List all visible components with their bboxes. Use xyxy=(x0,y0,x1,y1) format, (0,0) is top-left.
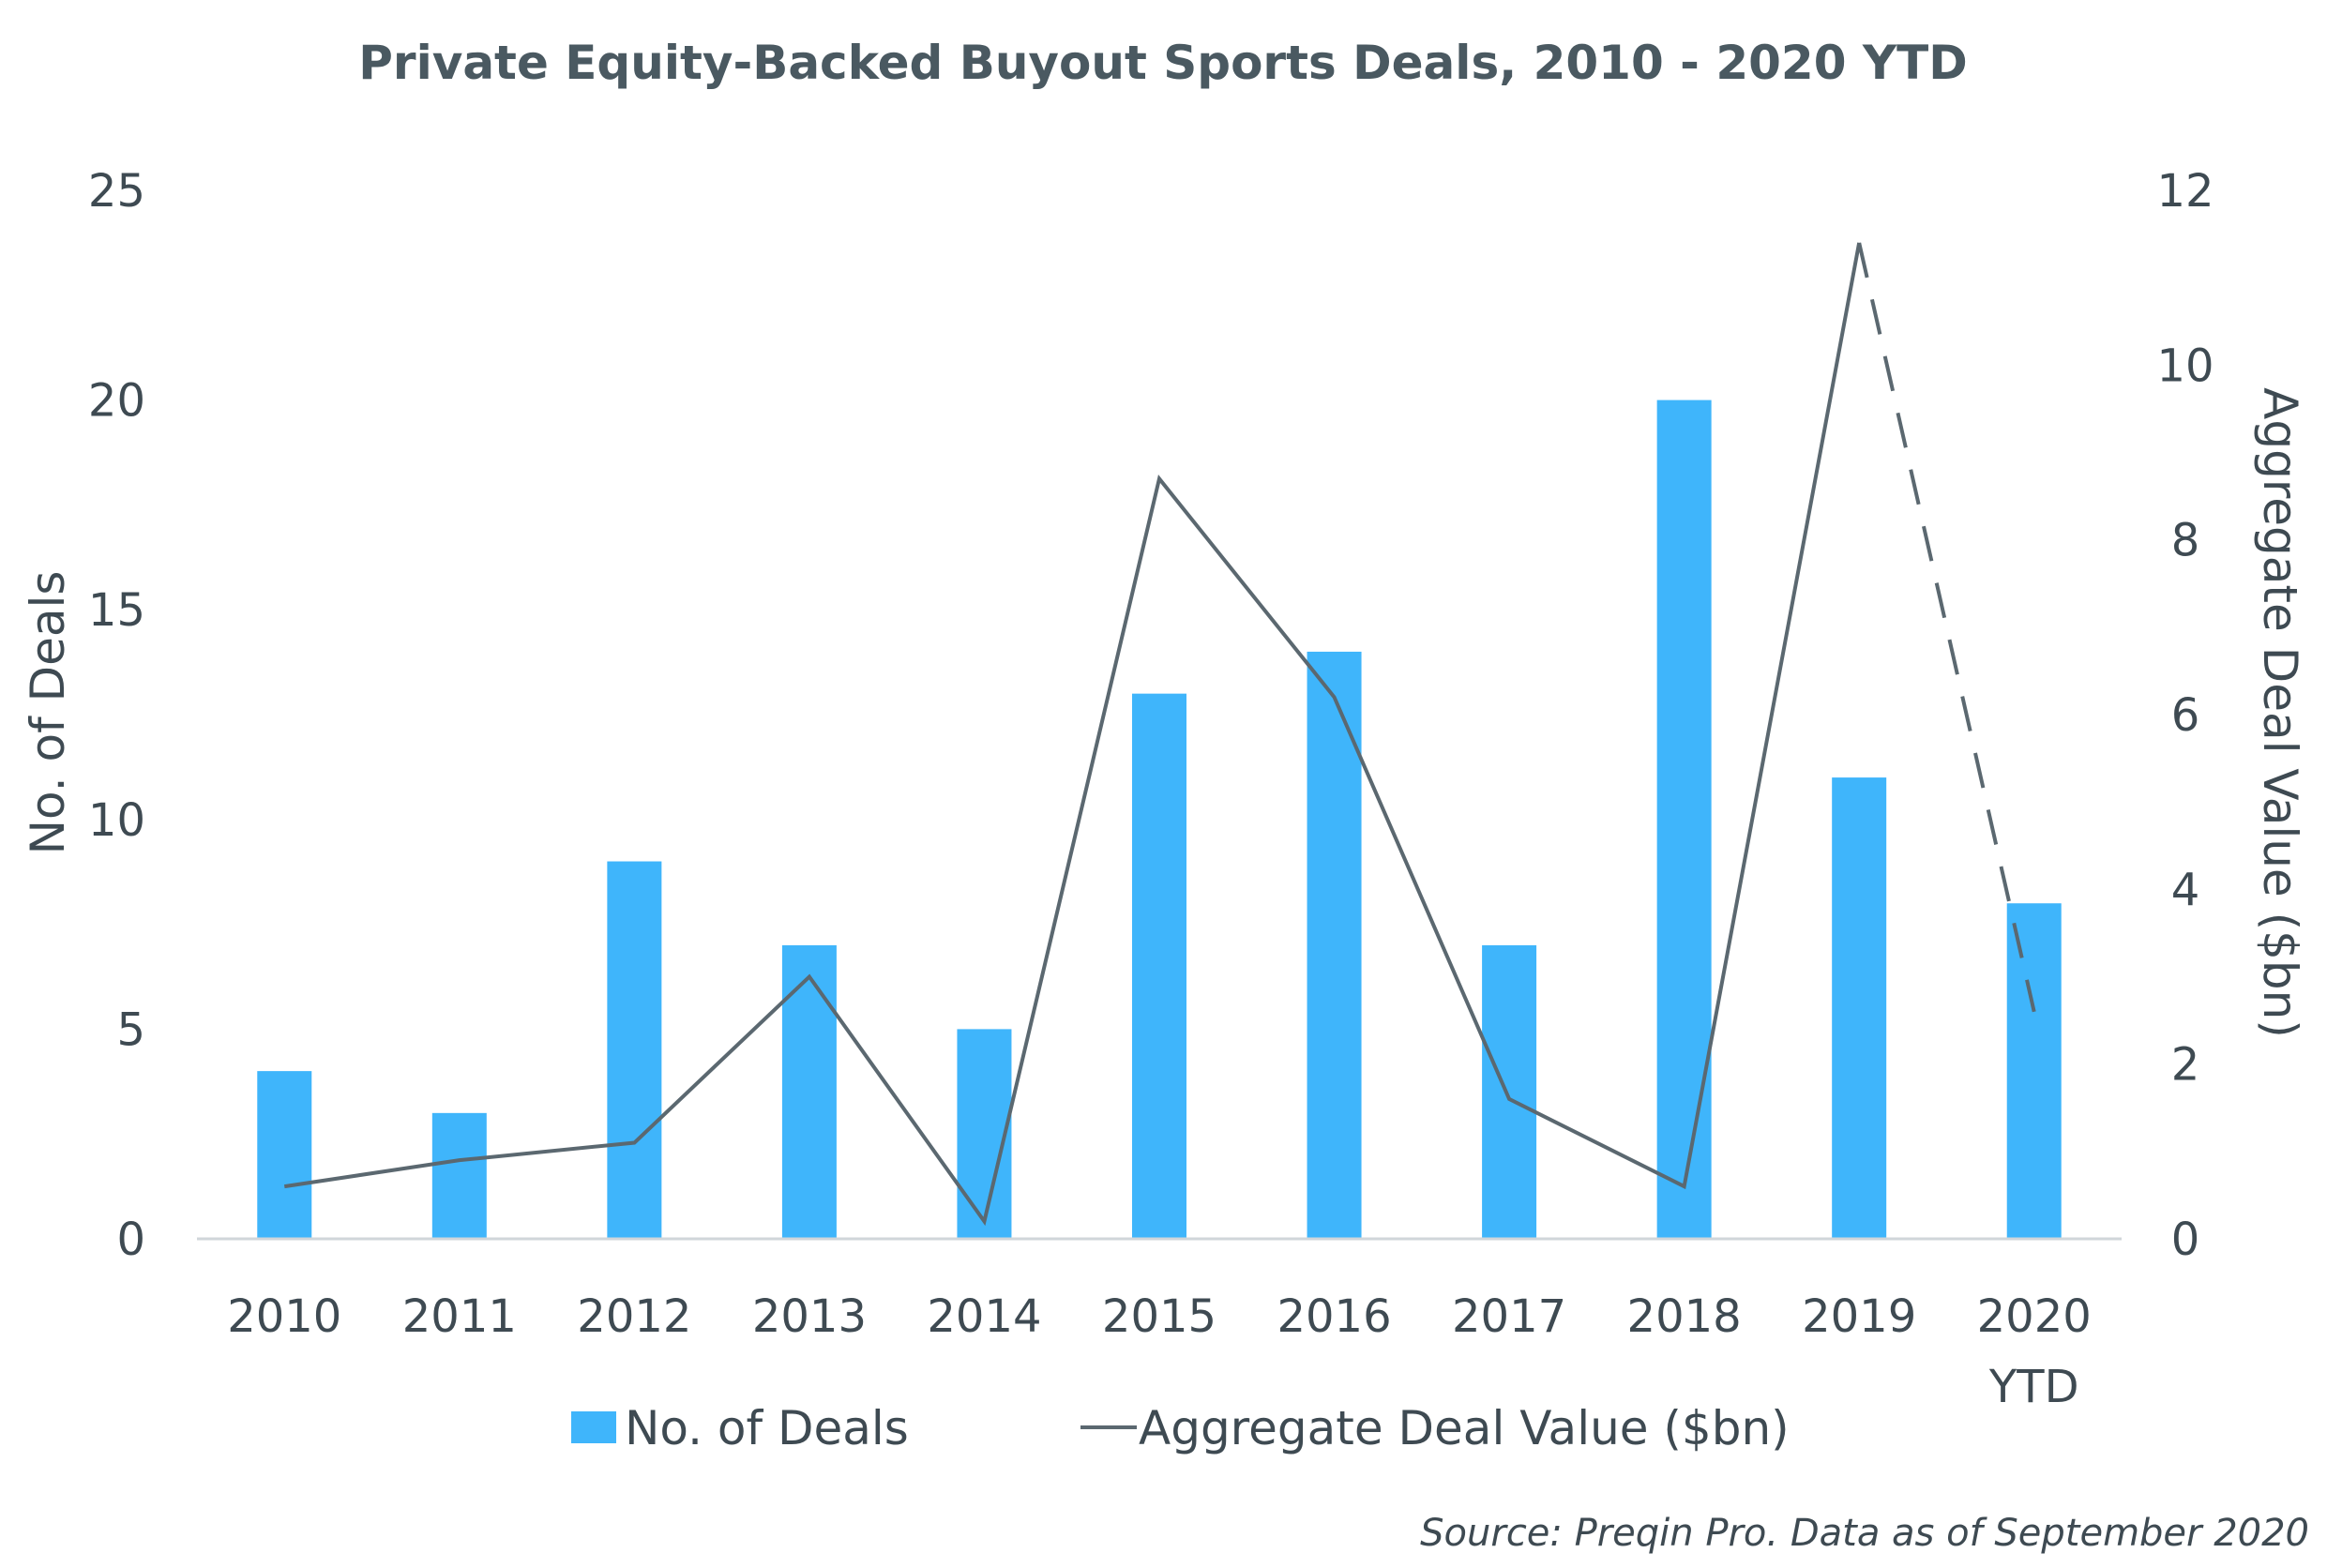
right-tick-label: 12 xyxy=(2156,165,2214,218)
bar-2013 xyxy=(781,944,837,1239)
x-tick-label: 2014 xyxy=(927,1290,1041,1343)
bar-2018 xyxy=(1656,400,1712,1240)
source-note: Source: Preqin Pro. Data as of September… xyxy=(1420,1512,2309,1555)
x-tick-label: 2019 xyxy=(1802,1290,1916,1343)
right-tick-label: 8 xyxy=(2171,515,2200,567)
x-tick-label: 2012 xyxy=(577,1290,691,1343)
left-tick-label: 0 xyxy=(116,1214,145,1266)
x-tick-label: 2018 xyxy=(1627,1290,1742,1343)
x-tick-label: 2017 xyxy=(1452,1290,1566,1343)
left-axis: 0 5 10 15 20 25 xyxy=(88,165,145,1266)
legend-label-deals: No. of Deals xyxy=(625,1401,909,1455)
left-tick-label: 5 xyxy=(116,1003,145,1056)
line-series xyxy=(283,242,2036,1227)
x-tick-label: 2015 xyxy=(1102,1290,1216,1343)
bar-2016 xyxy=(1307,651,1362,1239)
bar-2012 xyxy=(607,861,662,1239)
left-tick-label: 25 xyxy=(88,165,145,218)
chart-title: Private Equity-Backed Buyout Sports Deal… xyxy=(358,36,1967,90)
left-tick-label: 20 xyxy=(88,375,145,428)
bar-series xyxy=(257,400,2062,1240)
right-axis-label: Aggregate Deal Value ($bn) xyxy=(2253,387,2307,1038)
bar-2015 xyxy=(1132,693,1186,1239)
bar-2019 xyxy=(1832,777,1887,1239)
x-axis: 2010 2011 2012 2013 2014 2015 2016 2017 2018 2019… xyxy=(227,1290,2092,1413)
bar-2010 xyxy=(257,1071,312,1239)
x-tick-label: 2020 xyxy=(1977,1290,2092,1343)
x-tick-label: 2016 xyxy=(1277,1290,1391,1343)
bar-2014 xyxy=(957,1029,1012,1239)
line-value-dashed xyxy=(1857,242,2036,1013)
legend-swatch-deals xyxy=(571,1411,616,1443)
right-axis: 0 2 4 6 8 10 12 xyxy=(2156,165,2214,1266)
right-tick-label: 4 xyxy=(2171,864,2200,916)
x-tick-label: 2011 xyxy=(402,1290,517,1343)
left-axis-label: No. of Deals xyxy=(21,571,75,855)
bar-2020-YTD xyxy=(2006,903,2062,1239)
left-tick-label: 15 xyxy=(88,584,145,637)
legend-label-value: Aggregate Deal Value ($bn) xyxy=(1139,1401,1790,1455)
x-tick-label: 2013 xyxy=(752,1290,867,1343)
bar-2011 xyxy=(431,1112,487,1239)
right-tick-label: 0 xyxy=(2171,1214,2200,1266)
line-value-solid xyxy=(283,242,1862,1227)
right-tick-label: 10 xyxy=(2156,339,2214,392)
legend: No. of Deals Aggregate Deal Value ($bn) xyxy=(571,1401,1790,1455)
x-tick-label: 2010 xyxy=(227,1290,341,1343)
left-tick-label: 10 xyxy=(88,794,145,847)
x-tick-label: YTD xyxy=(1988,1361,2079,1413)
bar-2017 xyxy=(1482,944,1537,1239)
right-tick-label: 6 xyxy=(2171,689,2200,742)
right-tick-label: 2 xyxy=(2171,1039,2200,1092)
